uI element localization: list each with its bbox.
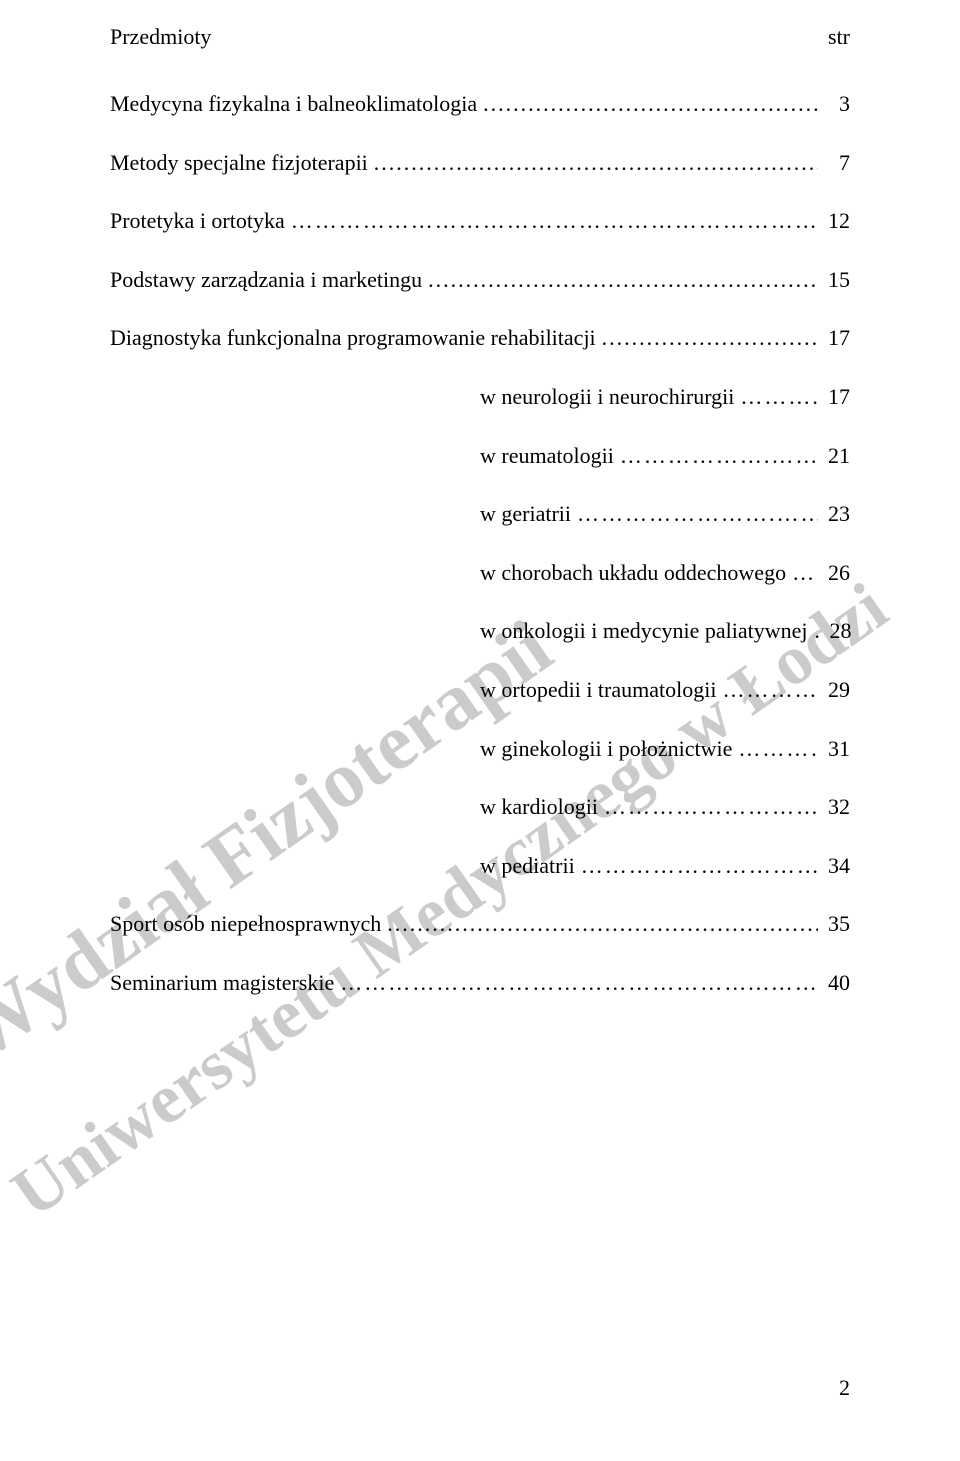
toc-label: Metody specjalne fizjoterapii bbox=[110, 149, 368, 178]
toc-page: 21 bbox=[818, 442, 850, 471]
header-left: Przedmioty bbox=[110, 24, 211, 50]
toc-page: 23 bbox=[818, 500, 850, 529]
toc-page: 34 bbox=[818, 852, 850, 881]
toc-label: w onkologii i medycynie paliatywnej bbox=[480, 617, 808, 646]
toc-label: w neurologii i neurochirurgii bbox=[480, 383, 734, 412]
toc-dots: ........................................… bbox=[422, 266, 818, 295]
toc-dots: ........................................… bbox=[477, 90, 818, 119]
toc-label: w chorobach układu oddechowego bbox=[480, 559, 786, 588]
toc-label: Seminarium magisterskie bbox=[110, 969, 334, 998]
toc-label: Podstawy zarządzania i marketingu bbox=[110, 266, 422, 295]
toc-label: w ginekologii i położnictwie bbox=[480, 735, 732, 764]
page-content: Przedmioty str Medycyna fizykalna i baln… bbox=[0, 0, 960, 998]
toc-page: 17 bbox=[818, 324, 850, 353]
toc-label: Sport osób niepełnosprawnych bbox=[110, 910, 381, 939]
toc-line: Diagnostyka funkcjonalna programowanie r… bbox=[110, 324, 850, 353]
toc-indent-block: w neurologii i neurochirurgii………...………..… bbox=[110, 383, 850, 880]
toc-line: w geriatrii…………………….…………………….…………………….……… bbox=[480, 500, 850, 529]
toc-label: Medycyna fizykalna i balneoklimatologia bbox=[110, 90, 477, 119]
toc-label: Protetyka i ortotyka bbox=[110, 207, 285, 236]
toc-dots: …………………………………………………………………………………………………………… bbox=[598, 793, 818, 822]
document-page: Uniwersytetu Medycznego w ŁodziWydział F… bbox=[0, 0, 960, 1461]
toc-line: w neurologii i neurochirurgii………...………..… bbox=[480, 383, 850, 412]
toc-label: w ortopedii i traumatologii bbox=[480, 676, 716, 705]
toc-line: w onkologii i medycynie paliatywnej…..….… bbox=[480, 617, 850, 646]
toc-dots: ……………….……………….……………….……………….……………….……………… bbox=[614, 442, 818, 471]
toc-page: 15 bbox=[818, 266, 850, 295]
toc-page: 29 bbox=[818, 676, 850, 705]
toc-label: w kardiologii bbox=[480, 793, 598, 822]
toc-dots: ........................................… bbox=[368, 149, 818, 178]
toc-line: w ginekologii i położnictwie………………………………… bbox=[480, 735, 850, 764]
toc-line: w kardiologii………………………………………………………………………… bbox=[480, 793, 850, 822]
toc-page: 28 bbox=[820, 617, 852, 646]
toc-label: w reumatologii bbox=[480, 442, 614, 471]
toc-line: Medycyna fizykalna i balneoklimatologia.… bbox=[110, 90, 850, 119]
toc-page: 12 bbox=[818, 207, 850, 236]
toc-label: w pediatrii bbox=[480, 852, 575, 881]
toc-dots: …..…..…..…..…..…..…..…..…..…..…..…..…..…… bbox=[808, 617, 820, 646]
toc-dots: ........................................… bbox=[381, 910, 818, 939]
toc-page: 35 bbox=[818, 910, 850, 939]
toc-page: 32 bbox=[818, 793, 850, 822]
toc-page: 17 bbox=[818, 383, 850, 412]
toc-dots: …………..…………..…………..…………..…………..…………..…………… bbox=[716, 676, 818, 705]
toc-line: w ortopedii i traumatologii…………..…………..…… bbox=[480, 676, 850, 705]
toc-dots: ……………………………………………...……………………………………………...… bbox=[334, 969, 818, 998]
toc-line: Podstawy zarządzania i marketingu.......… bbox=[110, 266, 850, 295]
toc-dots: …………………………………………………………………………………………………………… bbox=[285, 207, 818, 236]
header-row: Przedmioty str bbox=[110, 24, 850, 50]
toc-page: 3 bbox=[818, 90, 850, 119]
toc-page: 40 bbox=[818, 969, 850, 998]
toc-page: 26 bbox=[818, 559, 850, 588]
toc-page: 7 bbox=[818, 149, 850, 178]
toc-dots: ........................................… bbox=[596, 324, 818, 353]
toc-dots: …………………………………………………………………………………………………………… bbox=[732, 735, 818, 764]
toc-line: w reumatologii……………….……………….……………….……………… bbox=[480, 442, 850, 471]
toc-dots: ……………………………...……………………………...…………………………….… bbox=[575, 852, 818, 881]
toc-line: Metody specjalne fizjoterapii...........… bbox=[110, 149, 850, 178]
toc-line: Sport osób niepełnosprawnych............… bbox=[110, 910, 850, 939]
toc-dots: …………………….…………………….…………………….…………………….…………… bbox=[571, 500, 818, 529]
toc-line: w chorobach układu oddechowego……..……..……… bbox=[480, 559, 850, 588]
toc-container: Medycyna fizykalna i balneoklimatologia.… bbox=[110, 90, 850, 998]
toc-label: w geriatrii bbox=[480, 500, 571, 529]
toc-line: w pediatrii……………………………...……………………………...…… bbox=[480, 852, 850, 881]
toc-dots: ……..……..……..……..……..……..……..……..……..……..… bbox=[786, 559, 818, 588]
toc-dots: ………...………...………...………...………...………...……….… bbox=[734, 383, 818, 412]
header-right: str bbox=[828, 24, 850, 50]
page-number: 2 bbox=[839, 1375, 850, 1401]
toc-page: 31 bbox=[818, 735, 850, 764]
toc-line: Seminarium magisterskie……………………………………………… bbox=[110, 969, 850, 998]
toc-label: Diagnostyka funkcjonalna programowanie r… bbox=[110, 324, 596, 353]
toc-line: Protetyka i ortotyka……………………………………………………… bbox=[110, 207, 850, 236]
